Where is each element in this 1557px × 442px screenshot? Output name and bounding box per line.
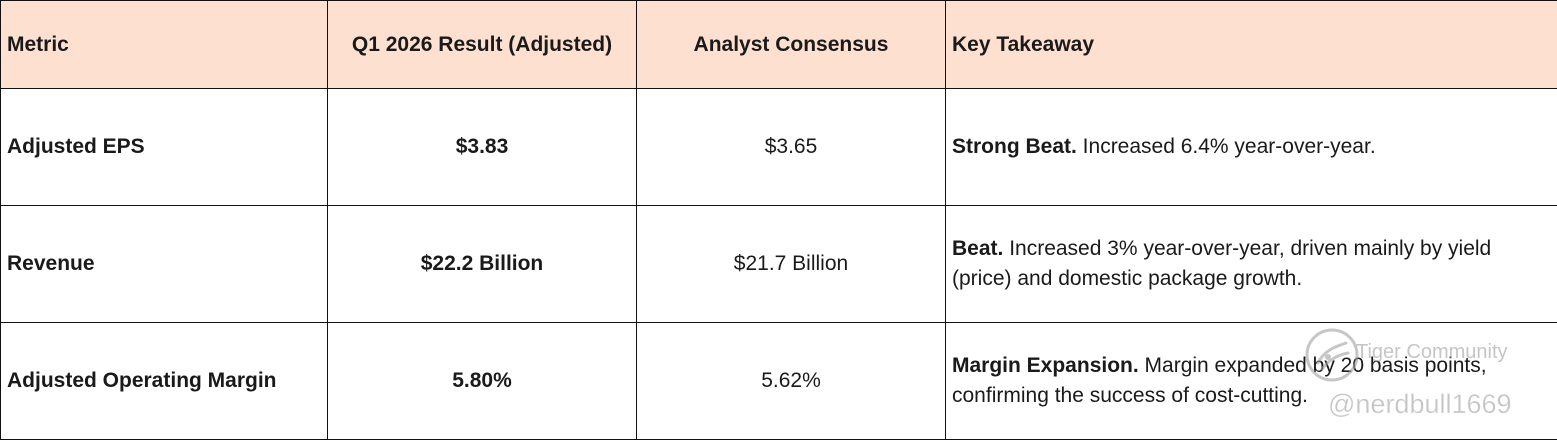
consensus-cell: $21.7 Billion — [636, 205, 946, 323]
result-cell: $22.2 Billion — [327, 205, 637, 323]
table-row: Adjusted EPS $3.83 $3.65 Strong Beat. In… — [0, 88, 1557, 206]
result-cell: 5.80% — [327, 322, 637, 440]
table-row: Adjusted Operating Margin 5.80% 5.62% Ma… — [0, 322, 1557, 440]
takeaway-verdict: Strong Beat. — [952, 135, 1077, 158]
consensus-cell: 5.62% — [636, 322, 946, 440]
header-row: Metric Q1 2026 Result (Adjusted) Analyst… — [0, 0, 1557, 89]
result-cell: $3.83 — [327, 88, 637, 206]
takeaway-cell: Margin Expansion. Margin expanded by 20 … — [945, 322, 1557, 440]
table-row: Revenue $22.2 Billion $21.7 Billion Beat… — [0, 205, 1557, 323]
header-result: Q1 2026 Result (Adjusted) — [327, 0, 637, 89]
metric-cell: Adjusted EPS — [0, 88, 328, 206]
metric-cell: Revenue — [0, 205, 328, 323]
consensus-cell: $3.65 — [636, 88, 946, 206]
header-metric: Metric — [0, 0, 328, 89]
takeaway-verdict: Margin Expansion. — [952, 354, 1139, 377]
header-consensus: Analyst Consensus — [636, 0, 946, 89]
takeaway-verdict: Beat. — [952, 237, 1004, 260]
header-takeaway: Key Takeaway — [945, 0, 1557, 89]
takeaway-cell: Beat. Increased 3% year-over-year, drive… — [945, 205, 1557, 323]
takeaway-detail: Increased 3% year-over-year, driven main… — [952, 237, 1492, 290]
takeaway-detail: Increased 6.4% year-over-year. — [1076, 135, 1376, 158]
takeaway-cell: Strong Beat. Increased 6.4% year-over-ye… — [945, 88, 1557, 206]
metric-cell: Adjusted Operating Margin — [0, 322, 328, 440]
